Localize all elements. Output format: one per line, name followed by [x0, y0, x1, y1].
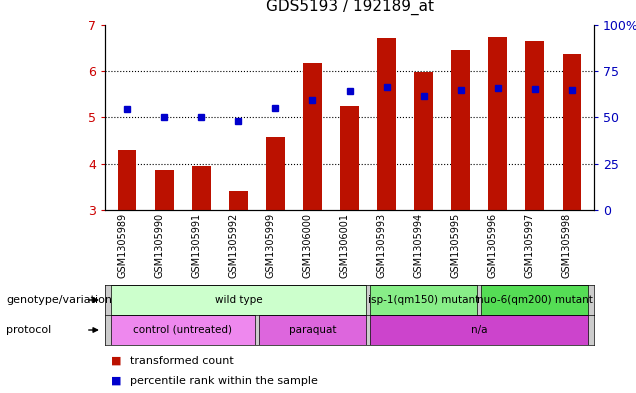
Bar [192, 166, 211, 210]
Bar [340, 106, 359, 210]
Bar [370, 315, 588, 345]
Bar [303, 63, 322, 210]
Bar [111, 315, 255, 345]
Text: wild type: wild type [214, 295, 262, 305]
Bar [562, 54, 581, 210]
Text: transformed count: transformed count [130, 356, 234, 366]
Text: percentile rank within the sample: percentile rank within the sample [130, 375, 318, 386]
Bar [155, 170, 174, 210]
Bar [111, 285, 366, 315]
Text: genotype/variation: genotype/variation [6, 295, 113, 305]
Bar [488, 37, 507, 210]
Bar [229, 191, 247, 210]
Text: n/a: n/a [471, 325, 487, 335]
Bar [377, 38, 396, 210]
Bar [259, 315, 366, 345]
Bar [266, 138, 285, 210]
Text: protocol: protocol [6, 325, 52, 335]
Text: ■: ■ [111, 356, 122, 366]
Text: isp-1(qm150) mutant: isp-1(qm150) mutant [368, 295, 479, 305]
Text: paraquat: paraquat [289, 325, 336, 335]
Text: control (untreated): control (untreated) [134, 325, 232, 335]
Bar [370, 285, 477, 315]
Bar [525, 41, 544, 210]
Bar [452, 50, 470, 210]
Text: ■: ■ [111, 375, 122, 386]
Text: GDS5193 / 192189_at: GDS5193 / 192189_at [265, 0, 434, 15]
Bar [414, 72, 433, 210]
Bar [481, 285, 588, 315]
Text: nuo-6(qm200) mutant: nuo-6(qm200) mutant [477, 295, 593, 305]
Bar [118, 150, 137, 210]
